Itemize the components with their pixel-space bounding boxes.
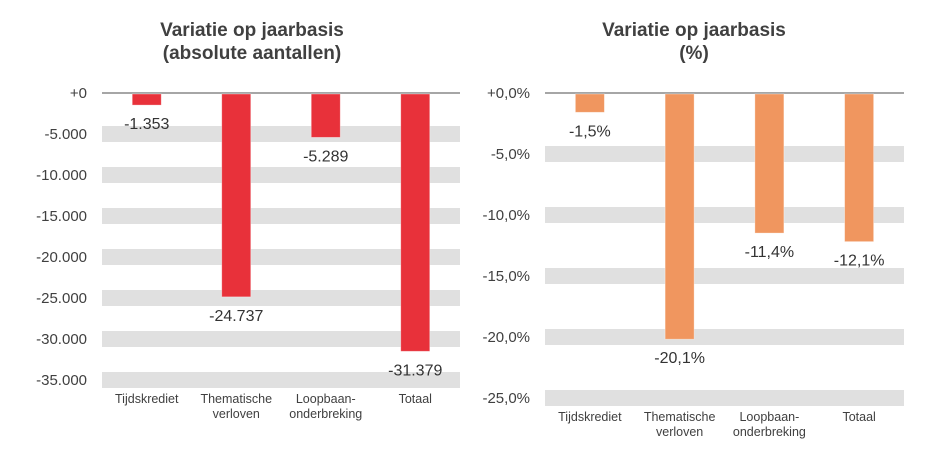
chart-title-line-2: (absolute aantallen) — [163, 43, 341, 64]
x-category-label: Tijdskrediet — [115, 392, 179, 406]
data-labels: -1.353 -24.737 -5.289 -31.379 — [124, 116, 442, 379]
data-label: -1,5% — [569, 123, 611, 140]
y-tick-label: -25,0% — [482, 390, 530, 407]
x-category-label: Loopbaan- — [296, 392, 356, 406]
x-category-label: Totaal — [842, 410, 875, 424]
bar — [574, 93, 605, 113]
y-tick-label: -30.000 — [36, 331, 87, 348]
bar — [844, 93, 875, 243]
y-tick-label: +0 — [70, 85, 87, 102]
gridline-band — [102, 208, 460, 224]
chart-absolute: Variatie op jaarbasis (absolute aantalle… — [36, 20, 460, 421]
x-category-label: Totaal — [399, 392, 432, 406]
y-tick-label: -20.000 — [36, 249, 87, 266]
x-category-label: onderbreking — [733, 425, 806, 439]
y-tick-label: -35.000 — [36, 372, 87, 389]
x-category-label: verloven — [656, 425, 703, 439]
y-axis-ticks: +0,0% -5,0% -10,0% -15,0% -20,0% -25,0% — [482, 85, 530, 407]
x-category-label: Loopbaan- — [739, 410, 799, 424]
data-label: -12,1% — [834, 253, 885, 270]
gridline-band — [102, 290, 460, 306]
gridline-band — [545, 207, 904, 223]
y-tick-label: -25.000 — [36, 290, 87, 307]
data-label: -1.353 — [124, 116, 169, 133]
x-category-label: Tijdskrediet — [558, 410, 622, 424]
bar — [664, 93, 695, 340]
x-category-label: onderbreking — [289, 407, 362, 421]
y-tick-label: -20,0% — [482, 329, 530, 346]
y-tick-label: -10,0% — [482, 207, 530, 224]
bar — [310, 93, 341, 138]
data-label: -11,4% — [745, 244, 795, 261]
chart-title-line-2: (%) — [679, 43, 709, 64]
y-tick-label: -15.000 — [36, 208, 87, 225]
gridline-band — [545, 146, 904, 162]
x-category-label: Thematische — [200, 392, 272, 406]
bar — [221, 93, 252, 298]
gridline-band — [102, 372, 460, 388]
data-label: -20,1% — [654, 350, 705, 367]
chart-percent: Variatie op jaarbasis (%) +0,0% -5,0% -10,… — [482, 20, 904, 439]
gridline-band — [102, 167, 460, 183]
y-tick-label: -15,0% — [482, 268, 530, 285]
x-category-label: Thematische — [644, 410, 716, 424]
chart-title-line-1: Variatie op jaarbasis — [602, 20, 786, 41]
y-tick-label: -10.000 — [36, 167, 87, 184]
bar — [131, 93, 162, 106]
gridline-band — [545, 390, 904, 406]
data-label: -24.737 — [209, 308, 263, 325]
gridline-band — [545, 329, 904, 345]
y-axis-ticks: +0 -5.000 -10.000 -15.000 -20.000 -25.000 -30.… — [36, 85, 87, 389]
gridline-band — [102, 331, 460, 347]
gridline-bands — [102, 126, 460, 388]
bar — [754, 93, 785, 234]
gridline-band — [102, 249, 460, 265]
bar — [400, 93, 431, 352]
gridline-bands — [545, 146, 904, 406]
chart-title-line-1: Variatie op jaarbasis — [160, 20, 344, 41]
y-tick-label: +0,0% — [487, 85, 530, 102]
x-category-label: verloven — [213, 407, 260, 421]
bars — [574, 93, 875, 340]
bars — [131, 93, 431, 352]
data-label: -5.289 — [303, 148, 348, 165]
gridline-band — [102, 126, 460, 142]
data-labels: -1,5% -20,1% -11,4% -12,1% — [569, 123, 885, 367]
gridline-band — [545, 268, 904, 284]
y-tick-label: -5.000 — [44, 126, 87, 143]
y-tick-label: -5,0% — [491, 146, 530, 163]
data-label: -31.379 — [388, 362, 442, 379]
